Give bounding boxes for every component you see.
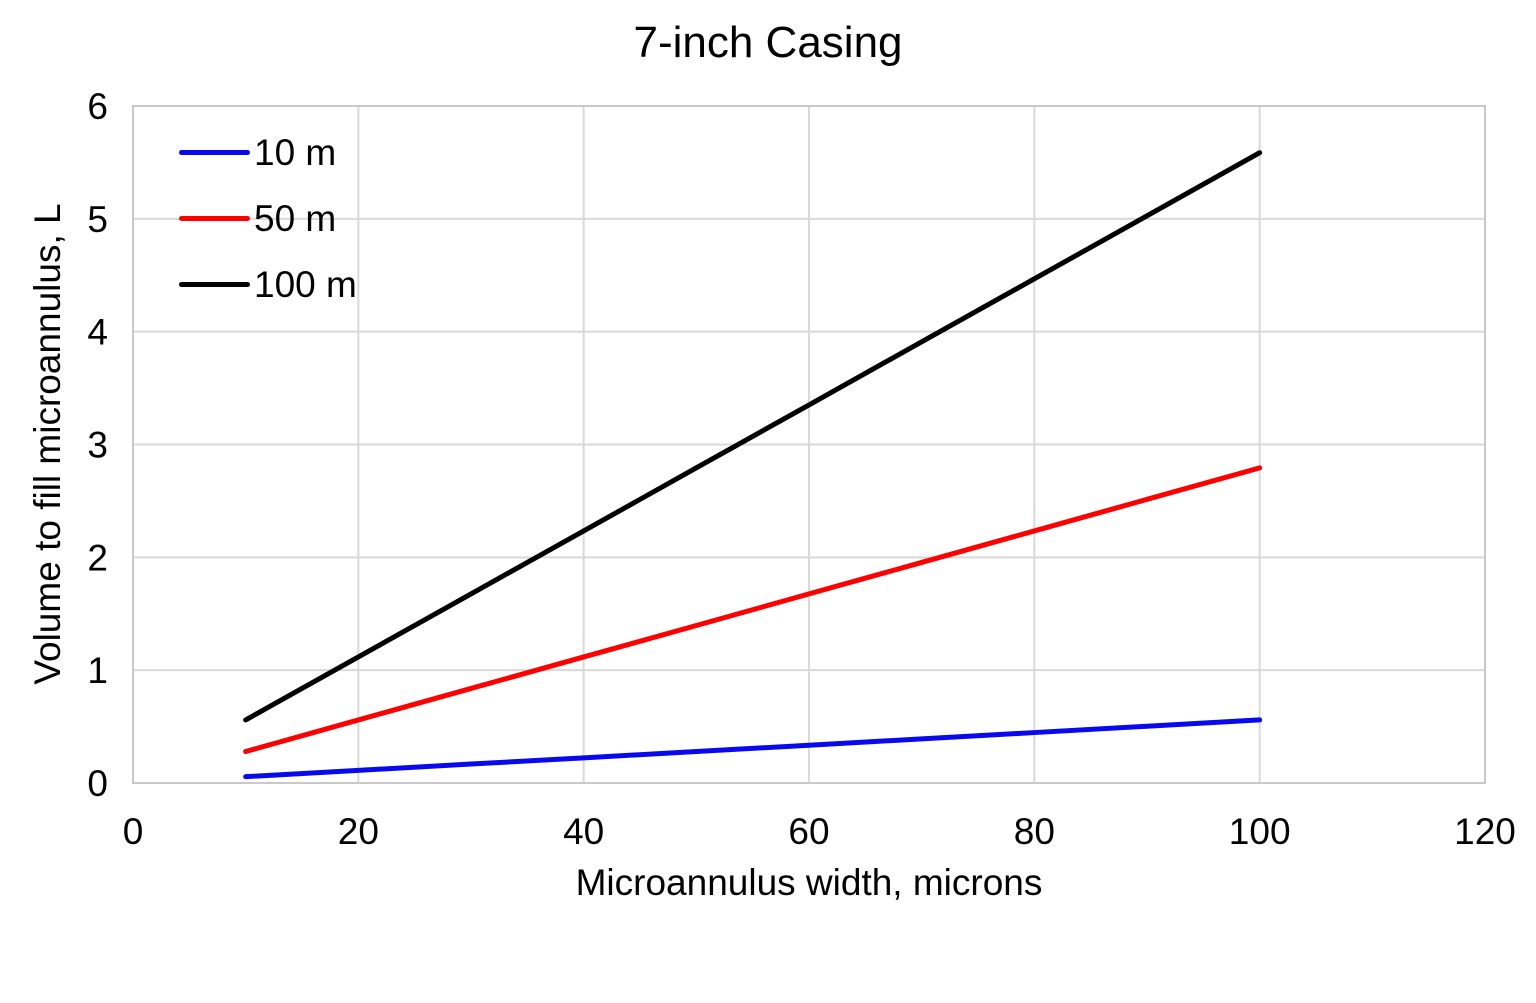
legend-item-10-m: 10 m (179, 119, 357, 185)
plot-border (132, 105, 1486, 784)
y-tick-label: 6 (87, 86, 108, 127)
y-tick-label: 3 (87, 425, 108, 466)
y-tick-label: 1 (87, 650, 108, 691)
legend-line-swatch (179, 281, 250, 287)
series-line-50-m (243, 465, 1263, 755)
series-line-10-m (243, 717, 1263, 780)
x-tick-label: 20 (338, 811, 379, 852)
x-tick-label: 40 (563, 811, 604, 852)
y-tick-label: 0 (87, 763, 108, 804)
x-axis-title: Microannulus width, microns (575, 862, 1043, 903)
legend-label: 50 m (254, 197, 337, 239)
x-tick-label: 0 (123, 811, 144, 852)
y-axis-title: Volume to fill microannulus, L (27, 203, 68, 685)
series-line-100-m (243, 150, 1263, 723)
legend-line-swatch (179, 215, 250, 221)
chart-title: 7-inch Casing (633, 18, 903, 67)
legend-label: 10 m (254, 131, 337, 173)
x-tick-label: 60 (788, 811, 829, 852)
legend-line-swatch (179, 149, 250, 155)
y-tick-label: 5 (87, 199, 108, 240)
x-tick-label: 80 (1014, 811, 1055, 852)
y-tick-label: 4 (87, 312, 108, 353)
y-tick-label: 2 (87, 537, 108, 578)
legend-item-50-m: 50 m (179, 185, 357, 251)
legend: 10 m 50 m 100 m (179, 119, 357, 317)
legend-item-100-m: 100 m (179, 251, 357, 317)
x-tick-label: 120 (1454, 811, 1516, 852)
x-tick-label: 100 (1229, 811, 1291, 852)
legend-label: 100 m (254, 263, 357, 305)
